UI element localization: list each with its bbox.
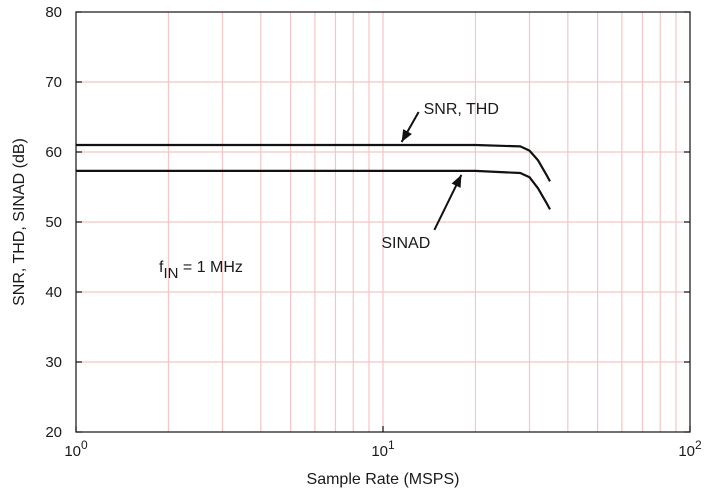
y-tick-label-4: 60 <box>45 144 62 161</box>
x-tick-label-2: 102 <box>678 438 702 460</box>
x-tick-label-1: 101 <box>371 438 395 460</box>
annotation-snr-thd: SNR, THD <box>424 101 499 118</box>
annotations <box>400 111 463 231</box>
series-line-1 <box>76 169 551 210</box>
x-axis-label: Sample Rate (MSPS) <box>307 471 460 488</box>
arrow-snr-thd-head <box>401 129 412 142</box>
annotation-fin: fIN = 1 MHz <box>159 259 243 282</box>
annotation-fin-prefix: f <box>159 259 164 276</box>
y-tick-label-2: 40 <box>45 284 62 301</box>
x-tick-labels: 100 101 102 <box>64 426 702 460</box>
y-tick-label-1: 30 <box>45 354 62 371</box>
x-tick-label-0: 100 <box>64 438 88 460</box>
plot-frame <box>75 11 691 433</box>
y-tick-label-5: 70 <box>45 74 62 91</box>
y-tick-label-3: 50 <box>45 214 62 231</box>
arrow-sinad-head <box>451 174 462 188</box>
y-tick-label-0: 20 <box>45 424 62 441</box>
annotation-fin-suffix: = 1 MHz <box>178 259 242 276</box>
annotation-sinad: SINAD <box>381 235 430 252</box>
y-axis-label: SNR, THD, SINAD (dB) <box>11 138 28 306</box>
series-lines <box>76 143 551 210</box>
annotation-fin-sub: IN <box>163 265 178 282</box>
grid-lines <box>76 12 690 432</box>
y-tick-label-6: 80 <box>45 4 62 21</box>
series-line-0 <box>76 143 551 182</box>
